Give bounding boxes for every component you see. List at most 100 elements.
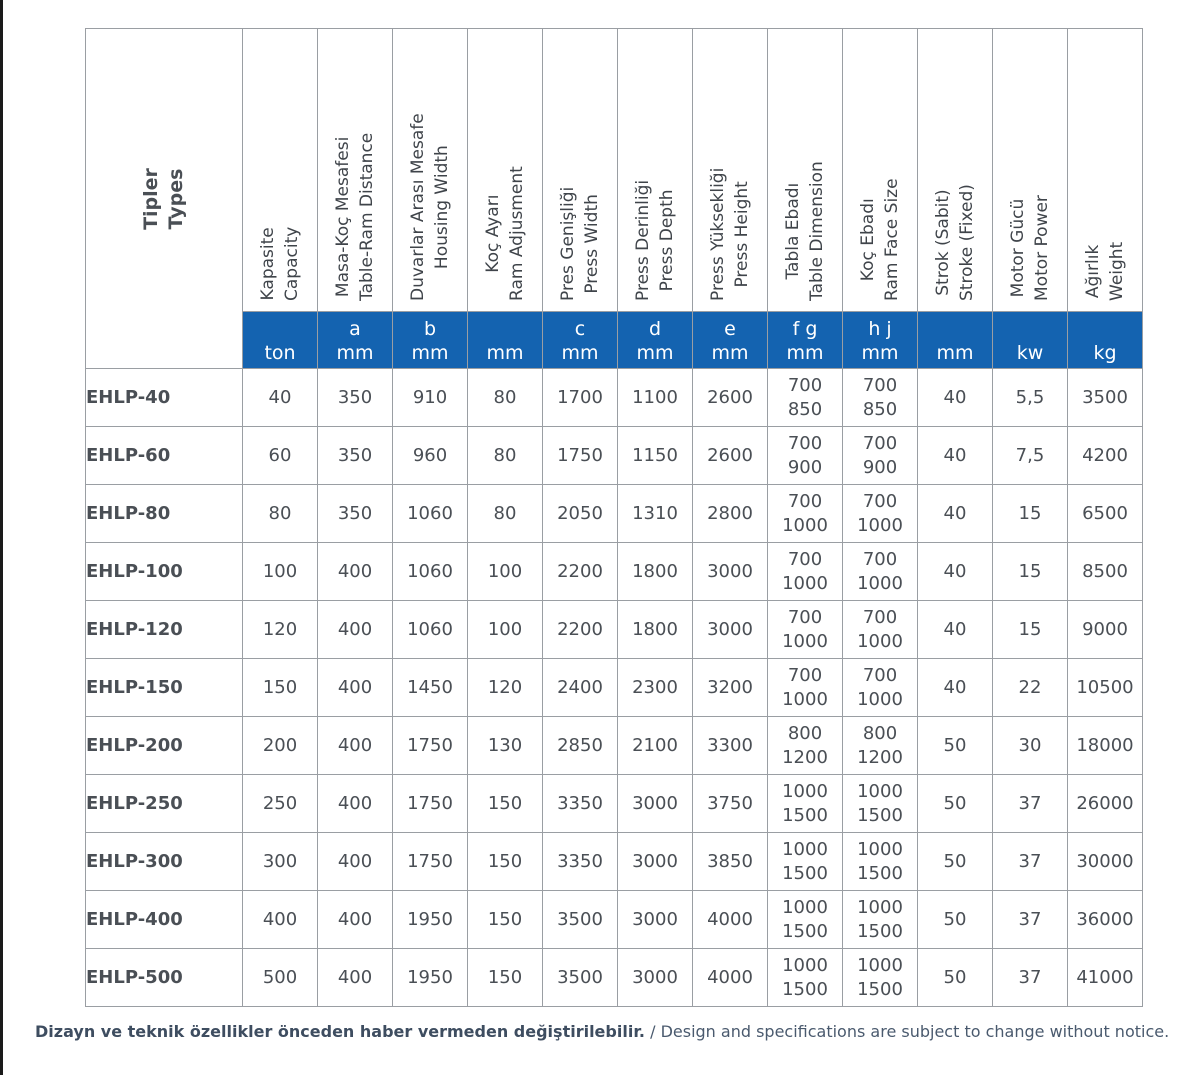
value-cell: 50 xyxy=(917,948,993,1007)
dimension-value: 1000 xyxy=(782,780,828,802)
col-header-housing-width: Duvarlar Arası Mesafe Housing Width xyxy=(392,28,468,312)
dimension-value: 1000 xyxy=(782,688,828,710)
dimension-value: 1000 xyxy=(782,630,828,652)
col-header-en: Capacity xyxy=(282,226,302,301)
dimension-value: 1000 xyxy=(857,838,903,860)
dimension-cell: 700 1000 xyxy=(767,484,843,543)
model-type-cell: EHLP-120 xyxy=(85,600,243,659)
value-cell: 400 xyxy=(317,716,393,775)
unit-label: ton xyxy=(264,342,296,364)
value-cell: 400 xyxy=(317,542,393,601)
col-header-ram-adjustment: Koç Ayarı Ram Adjusment xyxy=(467,28,543,312)
unit-row: ton a mm b mm mm c mm d mm e mm f g mm h j mm m… xyxy=(86,311,1143,369)
dimension-value: 1500 xyxy=(857,862,903,884)
unit-label: mm xyxy=(786,342,824,364)
value-cell: 120 xyxy=(242,600,318,659)
value-cell: 40 xyxy=(917,426,993,485)
value-cell: 1750 xyxy=(392,716,468,775)
dimension-value: 1500 xyxy=(782,804,828,826)
footnote-tr: Dizayn ve teknik özellikler önceden habe… xyxy=(35,1022,645,1041)
value-cell: 37 xyxy=(992,832,1068,891)
col-header-tr: Koç Ayarı xyxy=(483,194,503,273)
types-header-tr: Tipler xyxy=(140,167,162,230)
value-cell: 3000 xyxy=(617,890,693,949)
col-header-tr: Strok (Sabit) xyxy=(933,189,953,296)
value-cell: 910 xyxy=(392,368,468,427)
model-type-cell: EHLP-200 xyxy=(85,716,243,775)
dimension-value: 1200 xyxy=(782,746,828,768)
model-type-cell: EHLP-80 xyxy=(85,484,243,543)
col-header-tr: Motor Gücü xyxy=(1008,198,1028,298)
col-header-tr: Tabla Ebadı xyxy=(783,182,803,280)
value-cell: 37 xyxy=(992,948,1068,1007)
value-cell: 6500 xyxy=(1067,484,1143,543)
spec-table: Tipler Types Kapasite Capacity Masa-Koç M… xyxy=(85,28,1143,1007)
value-cell: 1750 xyxy=(542,426,618,485)
unit-label: mm xyxy=(711,342,749,364)
value-cell: 2200 xyxy=(542,542,618,601)
dimension-value: 700 xyxy=(787,548,823,570)
col-header-en: Stroke (Fixed) xyxy=(957,184,977,301)
value-cell: 8500 xyxy=(1067,542,1143,601)
value-cell: 150 xyxy=(467,774,543,833)
unit-cell: mm xyxy=(917,311,993,369)
dimension-value: 1000 xyxy=(857,688,903,710)
value-cell: 30 xyxy=(992,716,1068,775)
unit-label: mm xyxy=(636,342,674,364)
value-cell: 400 xyxy=(317,948,393,1007)
dimension-cell: 700 850 xyxy=(842,368,918,427)
value-cell: 1950 xyxy=(392,948,468,1007)
dimension-cell: 700 1000 xyxy=(842,600,918,659)
value-cell: 40 xyxy=(917,658,993,717)
dimension-cell: 700 1000 xyxy=(767,658,843,717)
value-cell: 50 xyxy=(917,774,993,833)
value-cell: 3000 xyxy=(692,600,768,659)
value-cell: 400 xyxy=(317,774,393,833)
value-cell: 80 xyxy=(467,426,543,485)
value-cell: 1150 xyxy=(617,426,693,485)
col-header-press-width: Pres Genişliği Press Width xyxy=(542,28,618,312)
value-cell: 1750 xyxy=(392,832,468,891)
value-cell: 22 xyxy=(992,658,1068,717)
col-header-en: Press Height xyxy=(732,181,752,288)
value-cell: 1800 xyxy=(617,600,693,659)
value-cell: 10500 xyxy=(1067,658,1143,717)
value-cell: 400 xyxy=(317,658,393,717)
value-cell: 150 xyxy=(242,658,318,717)
value-cell: 1950 xyxy=(392,890,468,949)
dimension-cell: 800 1200 xyxy=(767,716,843,775)
dimension-value: 1000 xyxy=(782,954,828,976)
value-cell: 4000 xyxy=(692,890,768,949)
col-header-table-ram-distance: Masa-Koç Mesafesi Table-Ram Distance xyxy=(317,28,393,312)
dimension-cell: 1000 1500 xyxy=(842,832,918,891)
value-cell: 1060 xyxy=(392,600,468,659)
value-cell: 40 xyxy=(917,600,993,659)
col-header-tr: Masa-Koç Mesafesi xyxy=(333,136,353,298)
col-header-press-depth: Press Derinliği Press Depth xyxy=(617,28,693,312)
unit-symbol: e xyxy=(724,318,736,340)
value-cell: 3000 xyxy=(617,832,693,891)
col-header-tr: Ağırlık xyxy=(1083,244,1103,299)
dimension-value: 1000 xyxy=(782,572,828,594)
types-header: Tipler Types xyxy=(85,28,243,369)
value-cell: 15 xyxy=(992,600,1068,659)
dimension-value: 850 xyxy=(862,398,898,420)
header-row: Tipler Types Kapasite Capacity Masa-Koç M… xyxy=(85,28,1143,369)
dimension-value: 700 xyxy=(787,490,823,512)
unit-symbol: h j xyxy=(868,318,892,340)
col-header-table-dimension: Tabla Ebadı Table Dimension xyxy=(767,28,843,312)
unit-symbol: b xyxy=(423,318,437,340)
dimension-value: 1000 xyxy=(782,896,828,918)
value-cell: 40 xyxy=(917,542,993,601)
unit-symbol: f g xyxy=(792,318,818,340)
value-cell: 1310 xyxy=(617,484,693,543)
col-header-en: Housing Width xyxy=(432,145,452,270)
value-cell: 7,5 xyxy=(992,426,1068,485)
unit-label: mm xyxy=(336,342,374,364)
value-cell: 60 xyxy=(242,426,318,485)
value-cell: 41000 xyxy=(1067,948,1143,1007)
dimension-value: 700 xyxy=(862,374,898,396)
col-header-en: Press Width xyxy=(582,194,602,294)
dimension-value: 700 xyxy=(787,664,823,686)
unit-cell: ton xyxy=(242,311,318,369)
